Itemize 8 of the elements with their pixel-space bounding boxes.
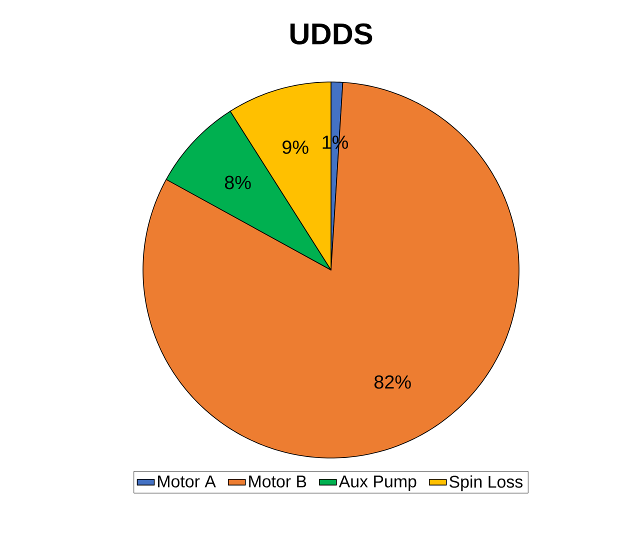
legend-label: Motor A	[158, 476, 216, 488]
data-label: 9%	[282, 140, 308, 154]
data-label: 8%	[224, 176, 251, 190]
chart-title: UDDS	[290, 23, 372, 44]
legend-label: Motor B	[249, 476, 306, 488]
data-label: 82%	[374, 375, 411, 389]
legend-label: Spin Loss	[450, 475, 522, 492]
legend-label: Aux Pump	[338, 476, 416, 491]
